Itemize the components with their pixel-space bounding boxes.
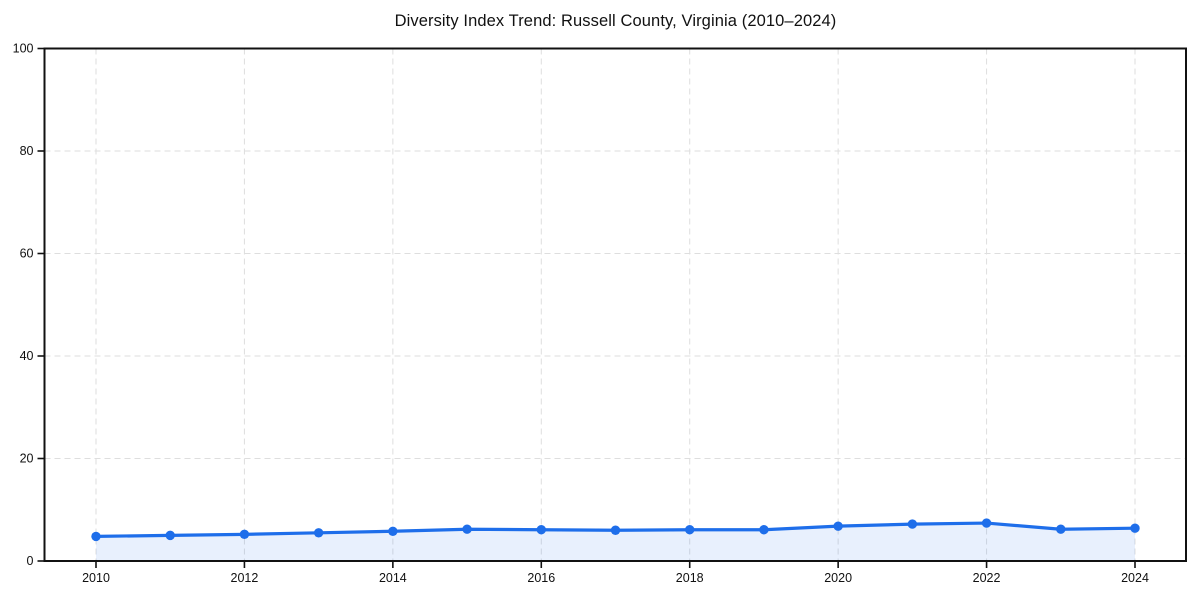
data-point-2018	[685, 525, 695, 535]
data-markers	[91, 518, 1140, 542]
tick-marks	[37, 47, 1136, 568]
y-tick-label-60: 60	[20, 247, 34, 261]
x-tick-label-2024: 2024	[1121, 571, 1149, 585]
y-tick-label-0: 0	[27, 554, 34, 568]
data-point-2022	[981, 518, 992, 528]
data-point-2017	[610, 525, 621, 535]
tick-labels: 2010 2012 2014 2016 2018 2020 2022 2024 0 20 40 60 8…	[13, 42, 1149, 585]
y-tick-label-20: 20	[20, 452, 34, 466]
gridlines	[44, 48, 1186, 561]
data-point-2012	[239, 529, 250, 540]
x-tick-label-2012: 2012	[231, 571, 259, 585]
chart-title: Diversity Index Trend: Russell County, V…	[394, 12, 837, 30]
data-point-2024	[1130, 523, 1140, 533]
axes-spines	[43, 47, 1187, 562]
x-tick-label-2018: 2018	[676, 571, 704, 585]
data-point-2015	[462, 524, 472, 534]
data-point-2013	[313, 528, 324, 538]
data-point-2011	[165, 530, 175, 541]
data-point-2010	[91, 531, 101, 542]
x-tick-label-2022: 2022	[973, 571, 1001, 585]
x-tick-label-2014: 2014	[379, 571, 407, 585]
y-tick-label-80: 80	[20, 144, 34, 158]
x-tick-label-2020: 2020	[824, 571, 852, 585]
x-tick-label-2010: 2010	[82, 571, 110, 585]
data-point-2020	[833, 521, 843, 531]
data-point-2023	[1056, 524, 1066, 534]
x-tick-label-2016: 2016	[527, 571, 555, 585]
data-point-2019	[759, 525, 769, 535]
y-tick-label-100: 100	[13, 42, 34, 56]
y-tick-label-40: 40	[20, 349, 34, 363]
data-point-2014	[388, 526, 398, 536]
data-point-2016	[536, 525, 546, 535]
plot-border	[43, 47, 1187, 562]
data-point-2021	[907, 519, 918, 529]
